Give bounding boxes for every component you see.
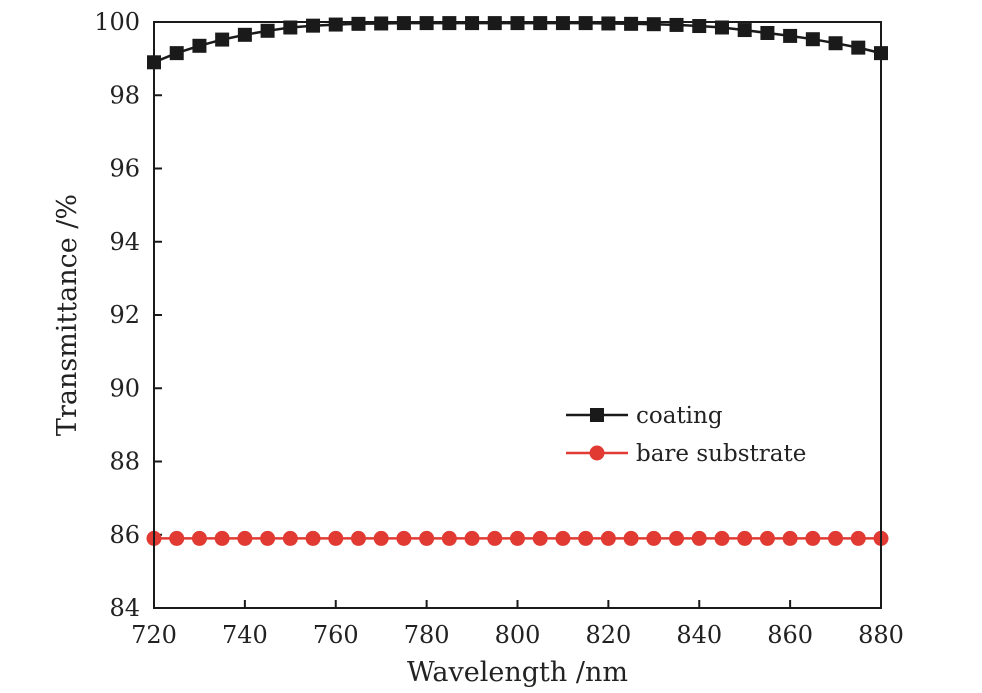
legend-marker-circle <box>589 445 605 461</box>
coating-point <box>328 17 343 32</box>
x-axis-ticks: 720 740 760 780 800 820 840 860 880 <box>131 600 904 649</box>
coating-point <box>737 23 752 38</box>
coating-point <box>169 46 184 61</box>
coating-point <box>442 16 457 31</box>
coating-point <box>851 40 866 55</box>
bare-substrate-point <box>237 530 253 546</box>
coating-point <box>260 23 275 38</box>
y-tick-label: 90 <box>109 374 140 402</box>
bare-substrate-point <box>419 530 435 546</box>
bare-substrate-point <box>282 530 298 546</box>
bare-substrate-point <box>691 530 707 546</box>
y-tick-label: 92 <box>109 301 140 329</box>
bare-substrate-point <box>510 530 525 546</box>
bare-substrate-point <box>578 530 594 546</box>
bare-substrate-point <box>214 530 230 546</box>
bare-substrate-point <box>441 530 457 546</box>
bare-substrate-point <box>828 530 844 546</box>
coating-point <box>215 32 230 47</box>
bare-substrate-point <box>805 530 821 546</box>
bare-substrate-point <box>487 530 503 546</box>
series-layer <box>146 16 889 546</box>
coating-point <box>783 28 798 43</box>
y-tick-label: 96 <box>109 155 140 183</box>
legend: coating bare substrate <box>566 403 806 467</box>
y-axis-title: Transmittance /% <box>52 194 83 436</box>
coating-point <box>578 16 593 31</box>
y-tick-label: 88 <box>109 448 140 476</box>
bare-substrate-point <box>373 530 389 546</box>
coating-point <box>306 18 321 33</box>
coating-point <box>646 17 661 32</box>
x-tick-label: 780 <box>404 621 450 649</box>
bare-substrate-point <box>532 530 548 546</box>
bare-substrate-point <box>260 530 276 546</box>
x-tick-label: 760 <box>313 621 359 649</box>
bare-substrate-point <box>464 530 480 546</box>
x-tick-label: 860 <box>767 621 813 649</box>
bare-substrate-point <box>782 530 798 546</box>
coating-point <box>192 38 207 53</box>
bare-substrate-point <box>328 530 344 546</box>
coating-point <box>465 16 480 31</box>
coating-point <box>624 16 639 31</box>
coating-point <box>555 16 570 31</box>
coating-point <box>510 16 525 31</box>
x-axis-title: Wavelength /nm <box>407 657 628 688</box>
bare-substrate-point <box>600 530 616 546</box>
x-tick-label: 800 <box>495 621 541 649</box>
coating-point <box>714 20 729 35</box>
coating-point <box>351 16 366 31</box>
plot-frame <box>153 21 882 609</box>
bare-substrate-point <box>555 530 571 546</box>
y-tick-label: 98 <box>109 81 140 109</box>
bare-substrate-point <box>623 530 639 546</box>
bare-substrate-point <box>737 530 753 546</box>
x-tick-label: 820 <box>585 621 631 649</box>
coating-point <box>805 32 820 47</box>
y-tick-label: 86 <box>109 521 140 549</box>
bare-substrate-point <box>396 530 412 546</box>
bare-substrate-point <box>350 530 366 546</box>
bare-substrate-point <box>714 530 730 546</box>
coating-point <box>601 16 616 31</box>
y-axis-ticks: 84 86 88 90 92 94 96 98 100 <box>94 8 162 622</box>
x-tick-label: 720 <box>131 621 177 649</box>
bare-substrate-point <box>669 530 685 546</box>
bare-substrate-point <box>191 530 207 546</box>
coating-point <box>828 36 843 51</box>
bare-substrate-point <box>759 530 775 546</box>
bare-substrate-point <box>646 530 662 546</box>
coating-point <box>374 16 389 31</box>
legend-marker-square <box>590 408 604 422</box>
x-tick-label: 840 <box>676 621 722 649</box>
coating-point <box>396 16 411 31</box>
y-tick-label: 100 <box>94 8 140 36</box>
y-tick-label: 84 <box>109 594 140 622</box>
legend-label: coating <box>636 403 723 429</box>
bare-substrate-point <box>305 530 321 546</box>
coating-point <box>237 27 252 42</box>
legend-label: bare substrate <box>636 441 806 467</box>
coating-point <box>283 20 298 35</box>
y-tick-label: 94 <box>109 228 140 256</box>
coating-point <box>669 17 684 32</box>
coating-point <box>487 16 502 31</box>
bare-substrate-point <box>169 530 185 546</box>
coating-point <box>419 16 434 31</box>
coating-point <box>760 25 775 40</box>
x-tick-label: 740 <box>222 621 268 649</box>
x-tick-label: 880 <box>858 621 904 649</box>
coating-point <box>533 16 548 31</box>
bare-substrate-point <box>850 530 866 546</box>
